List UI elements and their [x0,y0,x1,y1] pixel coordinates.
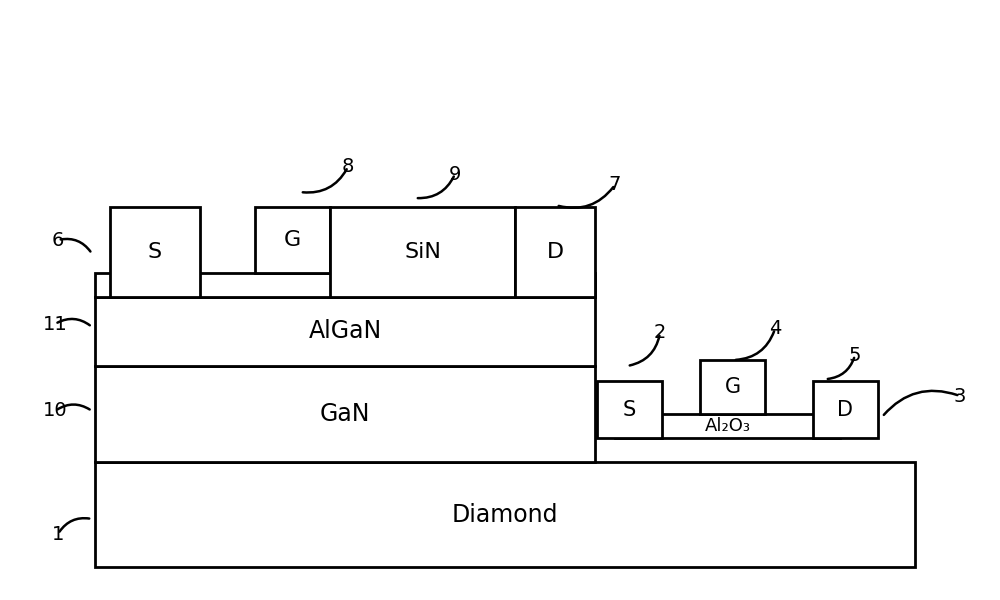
Text: 10: 10 [43,401,67,421]
Text: GaN: GaN [320,402,370,426]
Text: 6: 6 [52,230,64,250]
Text: 5: 5 [849,346,861,365]
Text: D: D [546,242,564,262]
Text: G: G [284,230,301,250]
Bar [110,207,200,297]
Bar [597,381,662,438]
Bar [95,366,595,462]
Text: 11: 11 [43,314,67,334]
Text: 4: 4 [769,319,781,338]
Text: 9: 9 [449,164,461,184]
Text: 8: 8 [342,157,354,176]
Text: D: D [837,400,853,419]
Text: 2: 2 [654,323,666,343]
Text: 7: 7 [609,175,621,194]
Text: 3: 3 [954,386,966,406]
Bar [813,381,878,438]
Text: SiN: SiN [404,242,441,262]
Text: G: G [724,377,741,397]
Bar [515,207,595,297]
Text: Diamond: Diamond [452,503,558,527]
Bar [95,297,595,366]
Bar [255,207,330,273]
Text: S: S [623,400,636,419]
Text: AlGaN: AlGaN [308,319,382,343]
Bar [615,414,840,438]
Text: S: S [148,242,162,262]
Bar [330,207,515,297]
Bar [95,462,915,567]
Text: 1: 1 [52,524,64,544]
Bar [700,360,765,414]
Bar [95,273,595,297]
Text: Al₂O₃: Al₂O₃ [704,417,750,435]
